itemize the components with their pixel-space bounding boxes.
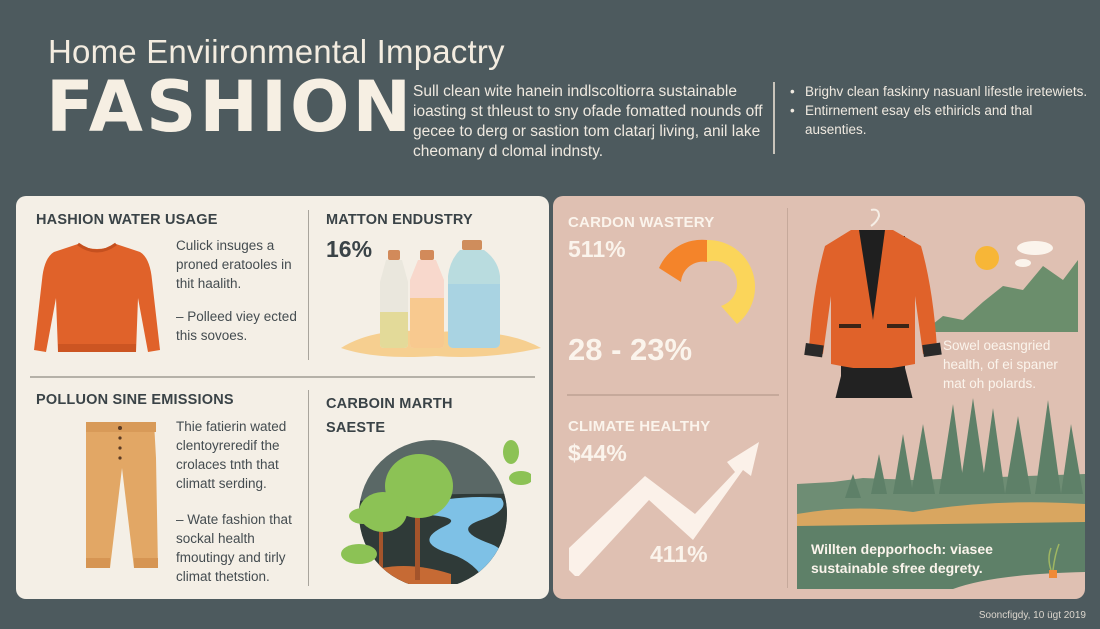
vertical-divider [308,390,309,586]
page-title: FASHION [46,66,415,148]
bullet-item: Entirnement esay els ethiricls and thal … [790,101,1090,139]
forest-caption: Willten depporhoch: viasee sustainable s… [811,541,993,576]
sweater-icon [34,242,160,352]
right-panel: CARDON WASTERY 511% 28 - 23% CLIMATE HEA… [553,196,1085,599]
water-usage-title: HASHION WATER USAGE [36,212,218,228]
industry-title: MATTON ENDUSTRY [326,212,473,228]
trend-arrow-icon [569,442,759,576]
waste-value: 511% [568,236,626,262]
jacket-icon [804,208,942,398]
carbon-title: CARBOIN MARTH SAESTE [326,396,453,436]
river-forest-icon [341,440,531,584]
header-subtitle: Home Enviironmental Impactry [48,33,505,70]
landscape-icon [923,241,1078,332]
climate-title: CLIMATE HEALTHY [568,418,711,435]
climate-bottom-value: 411% [650,541,708,567]
header-divider [773,82,775,154]
jacket-text: Sowel oeasngried health, of ei spaner ma… [943,338,1058,391]
vertical-divider [308,210,309,360]
donut-gauge-icon [659,239,756,324]
footer-credit: Sooncfigdy, 10 ügt 2019 [978,610,1086,621]
emissions-text-2: – Wate fashion that sockal health fmouti… [176,512,292,584]
horizontal-divider [30,376,535,378]
emissions-title: POLLUON SINE EMISSIONS [36,392,234,408]
climate-value: $44% [568,440,627,466]
water-usage-text-2: – Polleed viey ected this sovoes. [176,309,297,343]
trousers-icon [86,422,158,568]
water-usage-text-1: Culick insuges a proned eratooles in thi… [176,238,292,291]
header-bullet-list: Brighv clean faskinry nasuanl lifestle i… [790,82,1090,139]
left-panel: HASHION WATER USAGE Culick insuges a pro… [16,196,549,599]
waste-range: 28 - 23% [568,332,693,367]
forest-icon [797,398,1085,589]
emissions-text-1: Thie fatierin wated clentoyreredif the c… [176,419,287,491]
horizontal-divider [567,394,779,396]
vertical-divider [787,208,788,588]
waste-title: CARDON WASTERY [568,214,715,231]
bottles-icon [341,240,541,357]
bullet-item: Brighv clean faskinry nasuanl lifestle i… [790,82,1090,101]
industry-value: 16% [326,236,373,262]
header-description: Sull clean wite hanein indlscoltiorra su… [413,83,763,160]
